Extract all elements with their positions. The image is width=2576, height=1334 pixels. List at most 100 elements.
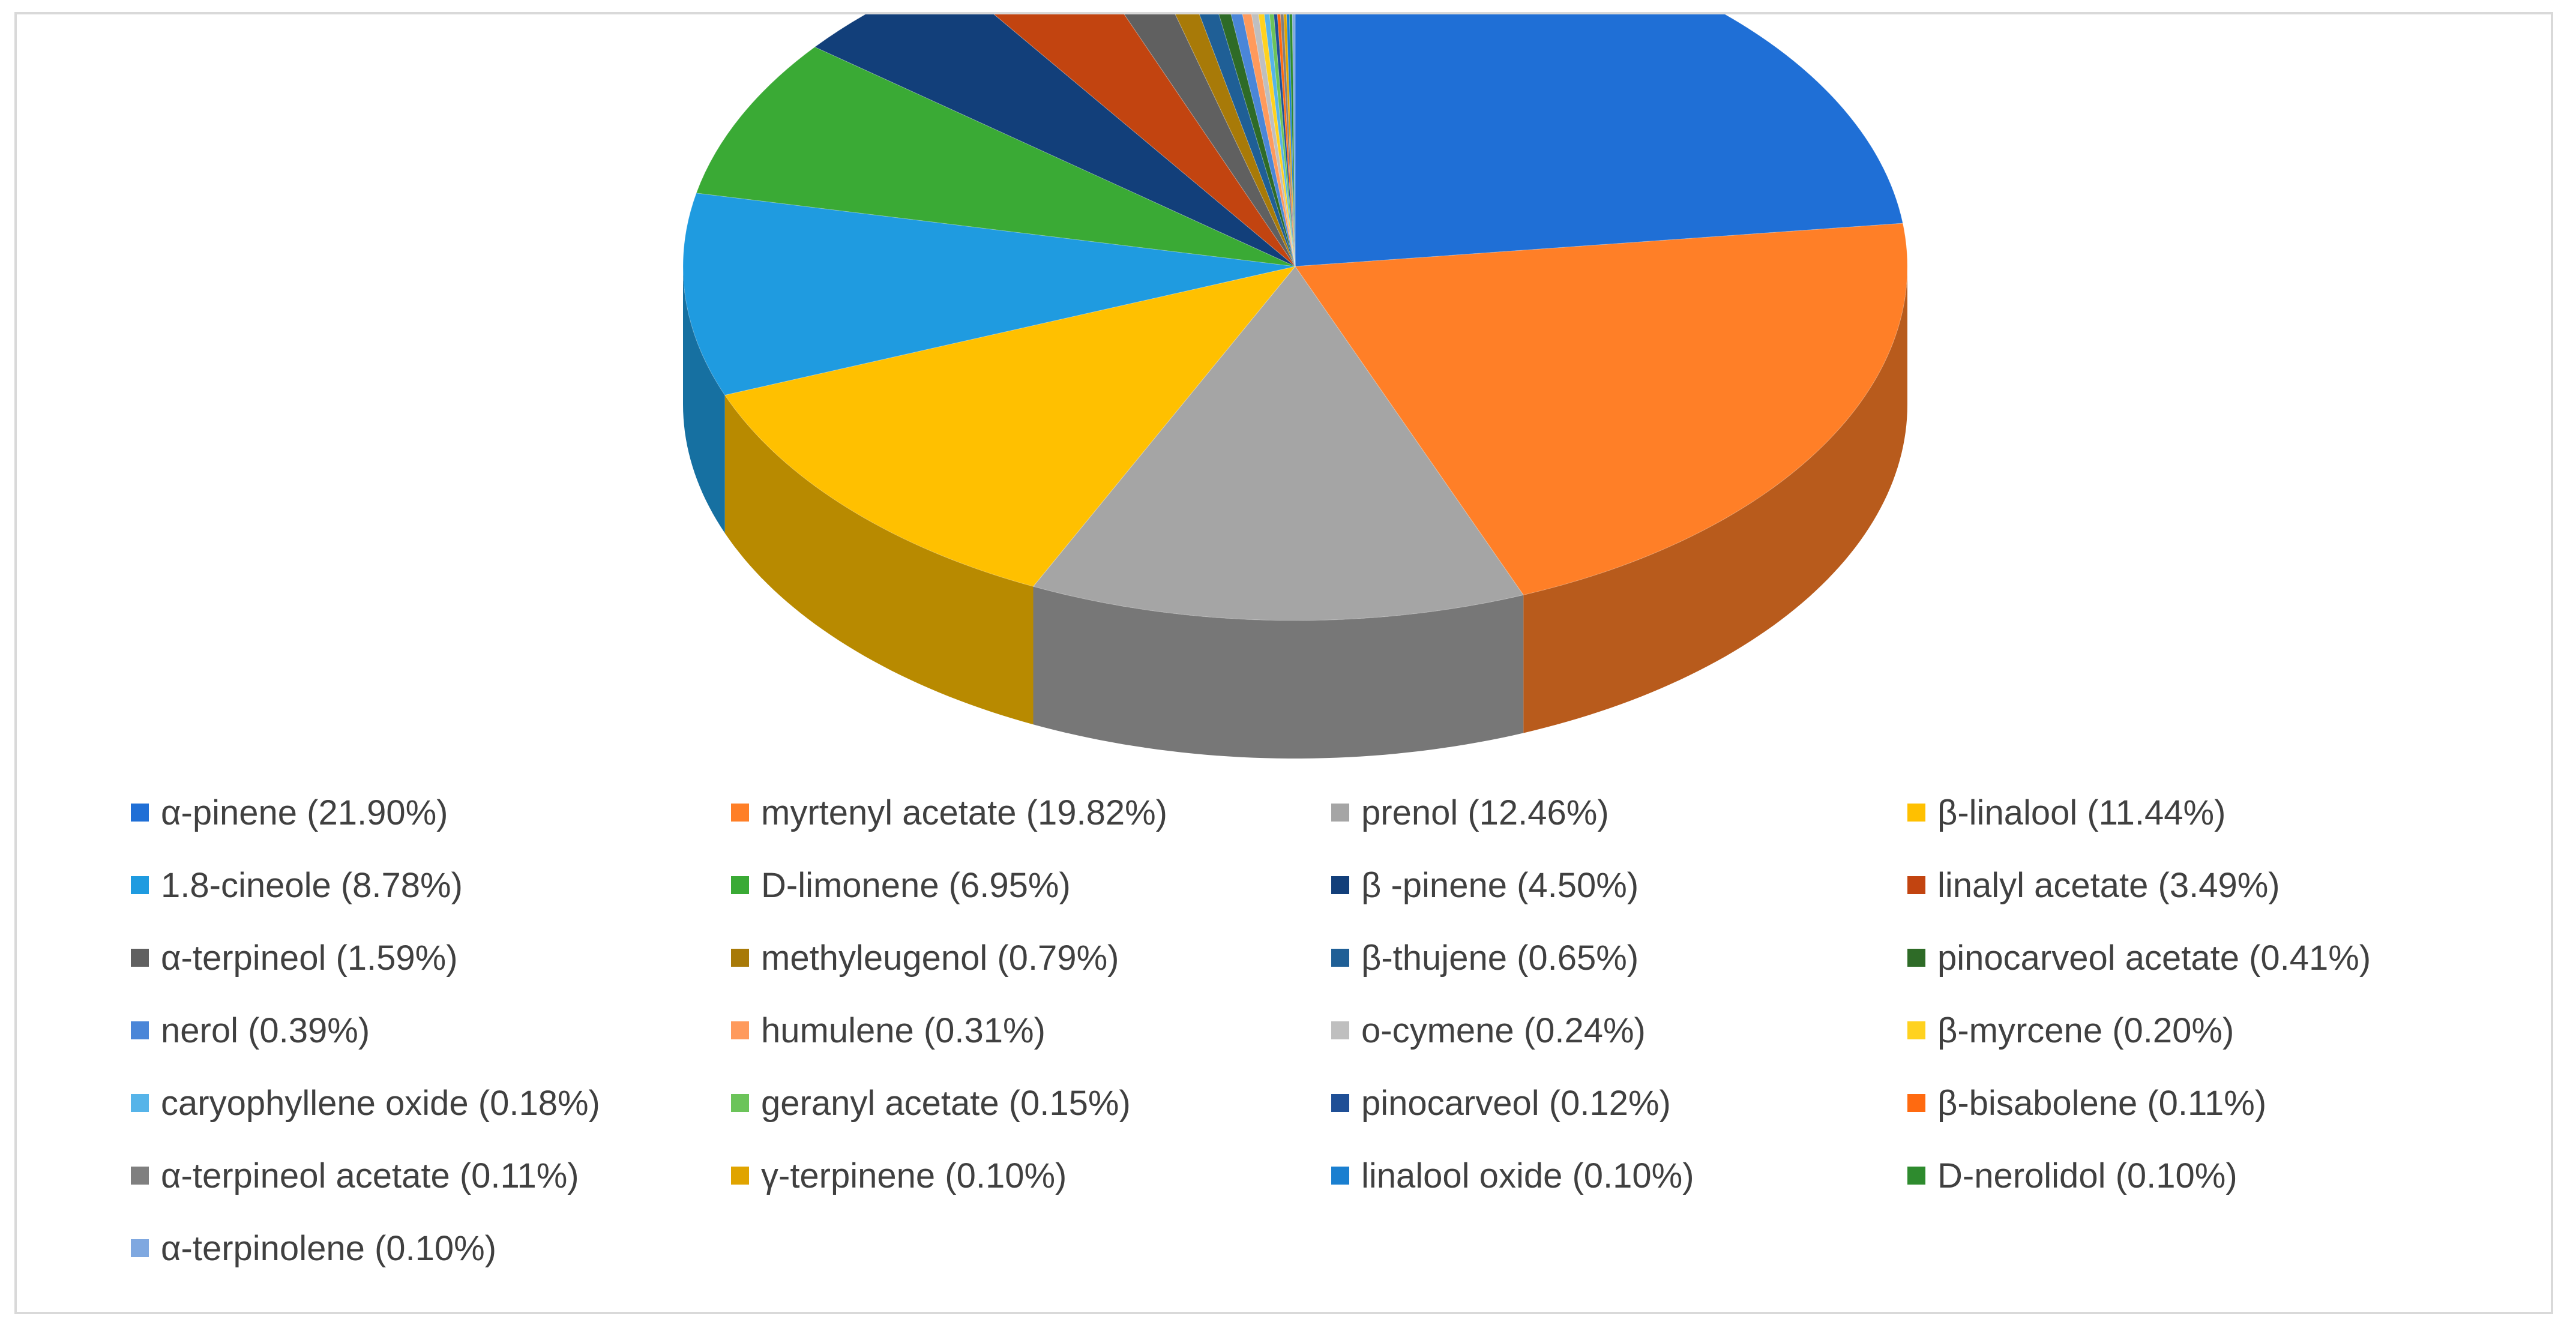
slice-linalyl-acetate	[993, 14, 1296, 267]
slice-prenol	[1032, 266, 1524, 621]
slice-d-limonene	[696, 46, 1296, 267]
legend-swatch	[1907, 1021, 1925, 1039]
legend-swatch	[1907, 804, 1925, 822]
legend-item: α-pinene (21.90%)	[131, 789, 448, 837]
legend-label: humulene (0.31%)	[761, 1011, 1046, 1050]
legend-item: o-cymene (0.24%)	[1331, 1006, 1646, 1054]
legend-label: nerol (0.39%)	[161, 1011, 370, 1050]
slice-myrtenyl-acetate	[1295, 223, 1908, 596]
legend-swatch	[1331, 1094, 1349, 1112]
legend-label: linalool oxide (0.10%)	[1361, 1156, 1694, 1195]
legend-label: β-thujene (0.65%)	[1361, 938, 1639, 978]
legend-swatch	[1331, 1021, 1349, 1039]
pie-chart	[682, 14, 1908, 759]
legend-swatch	[131, 1239, 149, 1257]
slice-terpinolene	[1292, 14, 1296, 267]
legend-swatch	[131, 876, 149, 894]
slice-methyleugenol	[1175, 14, 1296, 267]
chart-frame: α-pinene (21.90%) myrtenyl acetate (19.82…	[14, 12, 2553, 1314]
legend-label: α-terpineol acetate (0.11%)	[161, 1156, 579, 1195]
legend-label: geranyl acetate (0.15%)	[761, 1083, 1131, 1123]
legend-swatch	[731, 1094, 749, 1112]
legend-swatch	[1331, 1167, 1349, 1185]
legend-label: α-terpinolene (0.10%)	[161, 1228, 497, 1268]
legend-item: β-bisabolene (0.11%)	[1907, 1079, 2266, 1127]
slice-pinene	[1295, 14, 1904, 267]
legend-item: pinocarveol (0.12%)	[1331, 1079, 1671, 1127]
legend-swatch	[1907, 949, 1925, 967]
slice-bisabolene	[1277, 14, 1296, 267]
legend-label: linalyl acetate (3.49%)	[1937, 865, 2280, 905]
slice-myrtenyl-acetate-side	[1523, 266, 1907, 733]
legend-swatch	[1907, 876, 1925, 894]
legend-item: pinocarveol acetate (0.41%)	[1907, 934, 2371, 982]
legend-swatch	[131, 1021, 149, 1039]
legend-label: β-bisabolene (0.11%)	[1937, 1083, 2267, 1123]
slice-terpinene	[1283, 14, 1296, 267]
slice-d-nerolidol	[1289, 14, 1296, 267]
slice-pinocarveol	[1273, 14, 1296, 267]
slice-pinocarveol-acetate	[1218, 14, 1296, 267]
legend-swatch	[131, 1094, 149, 1112]
slice-o-cymene	[1251, 14, 1296, 267]
slice-geranyl-acetate	[1269, 14, 1296, 267]
legend-label: methyleugenol (0.79%)	[761, 938, 1119, 978]
legend-swatch	[731, 876, 749, 894]
legend-label: β-myrcene (0.20%)	[1937, 1011, 2234, 1050]
slice-1-8-cineole-side	[683, 266, 725, 533]
legend-item: methyleugenol (0.79%)	[731, 934, 1119, 982]
legend-swatch	[1331, 949, 1349, 967]
legend-swatch	[131, 804, 149, 822]
legend-swatch	[1331, 804, 1349, 822]
legend-item: γ-terpinene (0.10%)	[731, 1152, 1067, 1200]
legend-swatch	[1907, 1094, 1925, 1112]
pie-tops	[682, 14, 1908, 621]
legend-item: geranyl acetate (0.15%)	[731, 1079, 1131, 1127]
legend-item: β -pinene (4.50%)	[1331, 861, 1639, 909]
legend-swatch	[131, 1167, 149, 1185]
legend-label: pinocarveol (0.12%)	[1361, 1083, 1671, 1123]
legend-item: β-thujene (0.65%)	[1331, 934, 1639, 982]
legend-swatch	[731, 804, 749, 822]
legend-item: α-terpinolene (0.10%)	[131, 1224, 496, 1272]
legend-label: 1.8-cineole (8.78%)	[161, 865, 463, 905]
legend-item: 1.8-cineole (8.78%)	[131, 861, 463, 909]
legend-item: linalool oxide (0.10%)	[1331, 1152, 1694, 1200]
legend-item: humulene (0.31%)	[731, 1006, 1046, 1054]
slice-pinene	[814, 14, 1296, 267]
legend-item: nerol (0.39%)	[131, 1006, 370, 1054]
legend-item: myrtenyl acetate (19.82%)	[731, 789, 1167, 837]
slice-linalool-oxide	[1286, 14, 1296, 267]
legend-swatch	[131, 949, 149, 967]
legend-swatch	[731, 1021, 749, 1039]
legend-label: myrtenyl acetate (19.82%)	[761, 793, 1167, 832]
slice-terpineol-acetate	[1280, 14, 1296, 267]
slice-linalool	[724, 266, 1296, 587]
legend-swatch	[1907, 1167, 1925, 1185]
slice-linalool-side	[724, 395, 1034, 725]
legend-item: β-linalool (11.44%)	[1907, 789, 2225, 837]
legend-item: D-limonene (6.95%)	[731, 861, 1071, 909]
legend-item: β-myrcene (0.20%)	[1907, 1006, 2234, 1054]
slice-caryophyllene-oxide	[1264, 14, 1296, 267]
legend-label: caryophyllene oxide (0.18%)	[161, 1083, 600, 1123]
legend-label: D-nerolidol (0.10%)	[1937, 1156, 2237, 1195]
slice-prenol-side	[1033, 586, 1524, 759]
legend-swatch	[1331, 876, 1349, 894]
legend-label: prenol (12.46%)	[1361, 793, 1609, 832]
legend-item: D-nerolidol (0.10%)	[1907, 1152, 2237, 1200]
pie-sides	[683, 266, 1907, 759]
legend-item: α-terpineol (1.59%)	[131, 934, 458, 982]
legend-swatch	[731, 1167, 749, 1185]
legend-item: prenol (12.46%)	[1331, 789, 1609, 837]
slice-nerol	[1230, 14, 1296, 267]
legend-label: β -pinene (4.50%)	[1361, 865, 1639, 905]
legend-label: γ-terpinene (0.10%)	[761, 1156, 1067, 1195]
slice-1-8-cineole	[682, 193, 1296, 395]
legend-label: β-linalool (11.44%)	[1937, 793, 2226, 832]
legend-label: α-terpineol (1.59%)	[161, 938, 458, 978]
slice-myrcene	[1258, 14, 1296, 267]
legend-label: pinocarveol acetate (0.41%)	[1937, 938, 2371, 978]
legend-item: caryophyllene oxide (0.18%)	[131, 1079, 600, 1127]
slice-thujene	[1199, 14, 1296, 267]
